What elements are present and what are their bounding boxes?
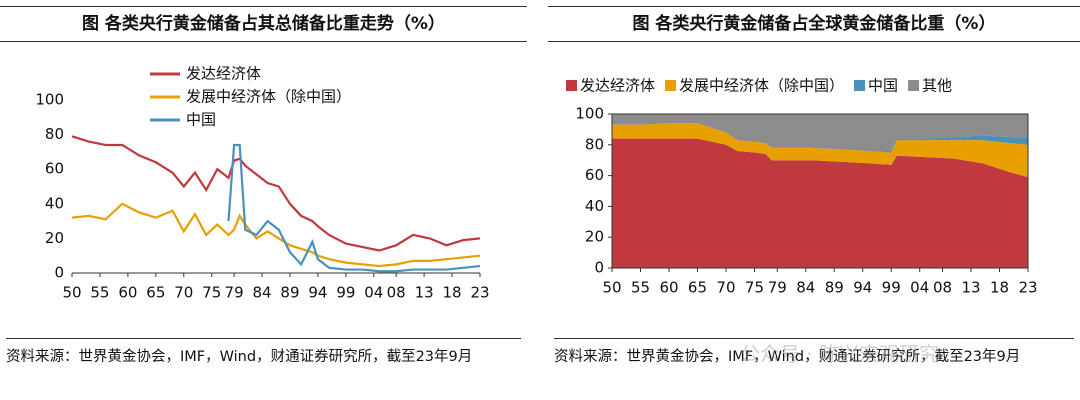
x-tick-label: 79 <box>768 279 787 297</box>
x-tick-label: 99 <box>882 279 901 297</box>
y-tick-label: 100 <box>35 91 64 109</box>
right-panel: 图 各类央行黄金储备占全球黄金储备比重（%） 0 20 40 60 80 100 50 55 6… <box>548 0 1080 400</box>
x-tick-label: 70 <box>174 284 193 302</box>
line <box>227 143 481 273</box>
line <box>71 202 481 268</box>
legend-label: 发达经济体 <box>186 65 261 83</box>
x-tick-label: 94 <box>853 279 872 297</box>
legend-label: 中国 <box>186 111 216 129</box>
x-tick-label: 13 <box>415 284 434 302</box>
x-tick-label: 65 <box>688 279 707 297</box>
x-tick-label: 50 <box>62 284 81 302</box>
y-tick-label: 100 <box>575 105 604 123</box>
watermark: 公众号 · 陈兴宏观研究 <box>740 342 940 366</box>
x-tick-label: 79 <box>225 284 244 302</box>
line <box>71 135 481 252</box>
y-tick-label: 20 <box>585 228 604 246</box>
x-tick-label: 23 <box>470 284 489 302</box>
x-tick-label: 50 <box>602 279 621 297</box>
x-tick-label: 04 <box>364 284 383 302</box>
x-tick-label: 94 <box>308 284 327 302</box>
y-tick-label: 40 <box>45 194 64 212</box>
x-tick-label: 70 <box>716 279 735 297</box>
x-tick-label: 04 <box>910 279 929 297</box>
chart-title: 图 各类央行黄金储备占全球黄金储备比重（%） <box>548 6 1080 42</box>
legend-swatch <box>566 80 577 91</box>
y-tick-label: 80 <box>585 135 604 153</box>
area <box>612 114 1028 151</box>
x-tick-label: 60 <box>118 284 137 302</box>
y-tick-label: 60 <box>585 166 604 184</box>
area <box>612 138 1028 268</box>
legend-swatch <box>665 80 677 91</box>
chart-title: 图 各类央行黄金储备占其总储备比重走势（%） <box>0 6 527 42</box>
y-tick-label: 0 <box>54 264 64 282</box>
x-tick-label: 55 <box>90 284 109 302</box>
source-note: 资料来源：世界黄金协会，IMF，Wind，财通证券研究所，截至23年9月 <box>554 338 1074 372</box>
x-tick-label: 99 <box>336 284 355 302</box>
legend-label: 发展中经济体（除中国） <box>186 88 351 106</box>
x-tick-label: 18 <box>443 284 462 302</box>
left-panel: 图 各类央行黄金储备占其总储备比重走势（%） 0 20 40 60 80 100 50 55 6… <box>0 0 527 400</box>
legend-label: 发展中经济体（除中国） <box>679 77 844 95</box>
legend-label: 发达经济体 <box>580 77 655 95</box>
x-tick-label: 23 <box>1018 279 1037 297</box>
x-tick-label: 08 <box>387 284 406 302</box>
legend-label: 中国 <box>868 77 898 95</box>
y-tick-label: 20 <box>45 229 64 247</box>
x-tick-label: 65 <box>146 284 165 302</box>
x-tick-label: 84 <box>252 284 271 302</box>
x-tick-label: 89 <box>825 279 844 297</box>
chart: 0 20 40 60 80 100 50 55 60 65 70 75 79 84 89 94 99 04 08 13… <box>35 65 489 302</box>
legend-label: 其他 <box>922 77 952 95</box>
y-tick-label: 60 <box>45 160 64 178</box>
x-tick-label: 18 <box>990 279 1009 297</box>
x-tick-label: 89 <box>280 284 299 302</box>
chart: 0 20 40 60 80 100 50 55 60 65 70 75 79 84 89 94 99 04 08 13… <box>566 77 1038 297</box>
x-tick-label: 75 <box>202 284 221 302</box>
legend-swatch <box>908 80 920 91</box>
x-tick-label: 13 <box>961 279 980 297</box>
x-tick-label: 60 <box>659 279 678 297</box>
x-tick-label: 08 <box>933 279 952 297</box>
legend-swatch <box>854 80 866 91</box>
x-tick-label: 75 <box>745 279 764 297</box>
y-tick-label: 0 <box>594 259 604 277</box>
y-tick-label: 80 <box>45 125 64 143</box>
area <box>612 123 1028 178</box>
x-tick-label: 84 <box>796 279 815 297</box>
area <box>612 123 1028 153</box>
y-tick-label: 40 <box>585 197 604 215</box>
x-tick-label: 55 <box>631 279 650 297</box>
source-note: 资料来源：世界黄金协会，IMF，Wind，财通证券研究所，截至23年9月 <box>6 338 521 372</box>
